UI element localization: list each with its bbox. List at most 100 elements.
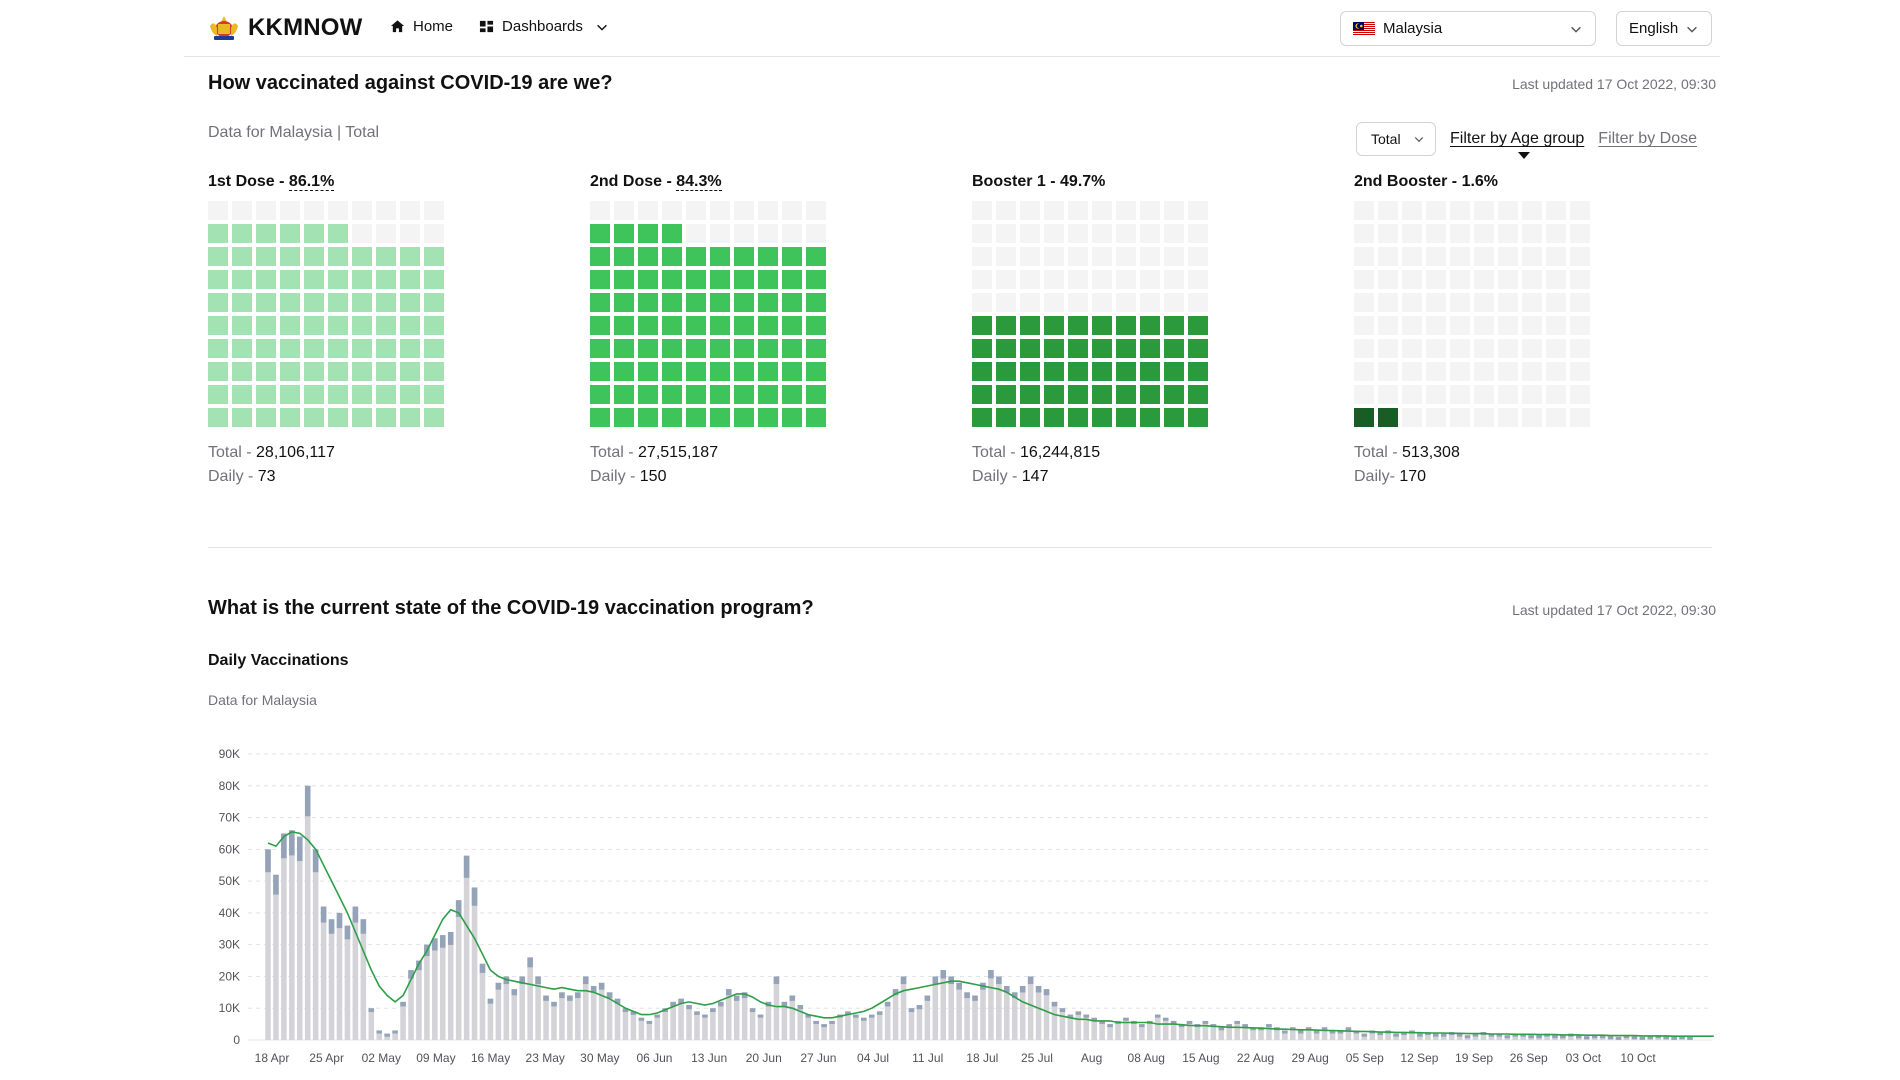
bar[interactable] [1520, 1033, 1526, 1040]
bar[interactable] [1091, 1017, 1097, 1040]
bar[interactable] [1472, 1033, 1479, 1040]
country-select[interactable]: Malaysia [1340, 11, 1596, 46]
bar[interactable] [543, 995, 549, 1040]
bar[interactable] [408, 970, 414, 1040]
bar[interactable] [892, 989, 899, 1040]
bar[interactable] [1258, 1027, 1264, 1040]
bar[interactable] [511, 989, 518, 1040]
bar[interactable] [1385, 1030, 1391, 1040]
bar[interactable] [1154, 1014, 1161, 1040]
bar[interactable] [360, 919, 367, 1040]
bar[interactable] [1377, 1032, 1383, 1040]
bar[interactable] [630, 1011, 637, 1040]
bar[interactable] [1282, 1030, 1288, 1040]
bar[interactable] [1059, 1008, 1066, 1040]
bar[interactable] [829, 1020, 835, 1040]
bar[interactable] [924, 995, 931, 1040]
bar[interactable] [646, 1020, 653, 1040]
bar[interactable] [479, 963, 486, 1040]
bar[interactable] [424, 944, 430, 1040]
bar[interactable] [1290, 1027, 1296, 1040]
bar[interactable] [1568, 1033, 1574, 1040]
bar[interactable] [948, 976, 954, 1040]
bar[interactable] [884, 1001, 891, 1040]
bar[interactable] [1242, 1024, 1248, 1040]
bar[interactable] [1425, 1032, 1431, 1040]
bar[interactable] [289, 830, 295, 1040]
bar[interactable] [1051, 1001, 1058, 1040]
bar[interactable] [1123, 1017, 1129, 1040]
bar[interactable] [463, 855, 470, 1040]
bar[interactable] [559, 992, 565, 1040]
bar[interactable] [1337, 1030, 1344, 1040]
bar[interactable] [1218, 1027, 1225, 1040]
bar[interactable] [662, 1008, 668, 1040]
bar[interactable] [1075, 1011, 1082, 1040]
bar[interactable] [845, 1011, 851, 1040]
bar[interactable] [273, 874, 279, 1040]
bar[interactable] [988, 970, 994, 1040]
bar[interactable] [1313, 1030, 1320, 1040]
bar[interactable] [392, 1030, 398, 1040]
bar[interactable] [1043, 989, 1050, 1040]
bar[interactable] [1194, 1024, 1201, 1040]
bar[interactable] [821, 1024, 827, 1040]
bar[interactable] [1083, 1014, 1090, 1040]
bar[interactable] [757, 1014, 764, 1040]
bar[interactable] [352, 906, 359, 1040]
bar[interactable] [439, 935, 446, 1040]
bar[interactable] [725, 989, 732, 1040]
bar[interactable] [702, 1014, 708, 1040]
bar[interactable] [1417, 1033, 1423, 1040]
bar[interactable] [1393, 1033, 1399, 1040]
bar[interactable] [670, 1001, 676, 1040]
bar[interactable] [1131, 1020, 1137, 1040]
bar[interactable] [328, 919, 335, 1040]
bar[interactable] [1067, 1014, 1074, 1040]
bar[interactable] [678, 998, 684, 1040]
bar[interactable] [1329, 1030, 1336, 1040]
bar[interactable] [980, 982, 986, 1040]
bar[interactable] [718, 1001, 724, 1040]
bar[interactable] [773, 976, 780, 1040]
bar[interactable] [1099, 1020, 1105, 1040]
bar[interactable] [1027, 976, 1034, 1040]
bar[interactable] [1011, 992, 1018, 1040]
bar[interactable] [281, 833, 287, 1040]
bar[interactable] [781, 1001, 788, 1040]
bar[interactable] [1401, 1032, 1407, 1040]
bar[interactable] [1488, 1033, 1495, 1040]
bar[interactable] [1480, 1032, 1487, 1040]
bar[interactable] [1274, 1027, 1280, 1040]
bar[interactable] [1345, 1027, 1352, 1040]
bar[interactable] [1107, 1024, 1113, 1040]
bar[interactable] [1147, 1020, 1153, 1040]
bar[interactable] [606, 992, 613, 1040]
bar[interactable] [1266, 1024, 1272, 1040]
bar[interactable] [1433, 1033, 1439, 1040]
bar[interactable] [1409, 1030, 1415, 1040]
filter-age-group-link[interactable]: Filter by Age group [1450, 130, 1584, 159]
bar[interactable] [400, 1001, 406, 1040]
bar[interactable] [710, 1008, 716, 1040]
waffle-percent[interactable]: 84.3% [676, 173, 722, 191]
bar[interactable] [503, 976, 510, 1040]
bar[interactable] [1369, 1030, 1376, 1040]
bar[interactable] [694, 1011, 700, 1040]
nav-dashboards[interactable]: Dashboards [479, 18, 609, 35]
bar[interactable] [582, 976, 589, 1040]
bar[interactable] [741, 992, 748, 1040]
bar[interactable] [1297, 1030, 1304, 1040]
bar[interactable] [733, 995, 740, 1040]
bar[interactable] [654, 1014, 661, 1040]
bar[interactable] [1178, 1024, 1185, 1040]
bar[interactable] [916, 1005, 923, 1040]
language-select[interactable]: English [1616, 11, 1712, 46]
bar[interactable] [567, 995, 573, 1040]
bar[interactable] [368, 1008, 375, 1040]
bar[interactable] [1115, 1020, 1121, 1040]
nav-home[interactable]: Home [390, 18, 453, 35]
bar[interactable] [972, 995, 978, 1040]
bar[interactable] [1202, 1020, 1209, 1040]
bar[interactable] [590, 985, 597, 1040]
